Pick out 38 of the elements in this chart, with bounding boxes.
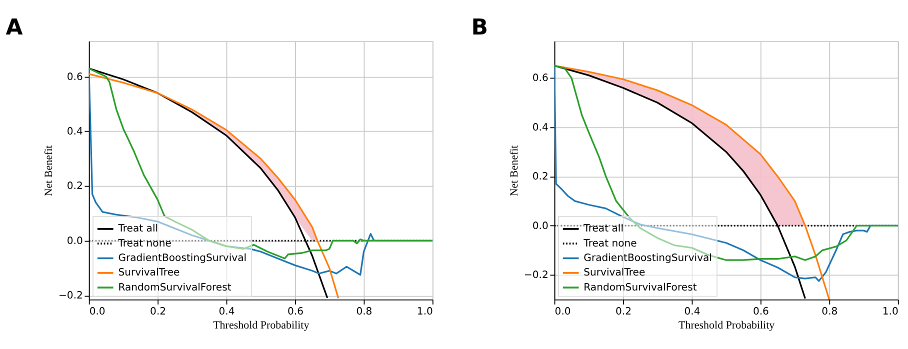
x-tick-label: 0.0	[89, 306, 106, 318]
x-axis-title: Threshold Probability	[678, 319, 776, 332]
x-tick-label: 0.4	[684, 306, 700, 318]
y-tick-label: 0.4	[66, 126, 83, 138]
legend-label: Treat none	[582, 238, 637, 250]
legend-label: SurvivalTree	[584, 268, 646, 279]
x-tick-label: 0.8	[356, 306, 372, 318]
legend-label: Treat all	[117, 224, 158, 235]
y-axis-title: Net Benefit	[508, 145, 520, 196]
y-tick-label: −0.2	[58, 290, 83, 302]
x-tick-label: 1.0	[882, 306, 898, 318]
x-tick-label: 1.0	[416, 306, 433, 318]
legend-label: RandomSurvivalForest	[118, 282, 232, 294]
legend-label: GradientBoostingSurvival	[584, 253, 712, 264]
x-tick-label: 0.2	[150, 306, 166, 318]
legend-label: RandomSurvivalForest	[584, 282, 697, 294]
x-tick-label: 0.2	[616, 306, 632, 318]
y-axis-title: Net Benefit	[43, 145, 56, 196]
x-axis-title: Threshold Probability	[213, 319, 310, 332]
chart-title: B	[471, 16, 488, 41]
y-tick-label: 0.6	[66, 72, 83, 83]
y-tick-label: 0.2	[532, 172, 548, 183]
x-tick-label: 0.6	[287, 306, 304, 318]
legend-label: Treat all	[582, 224, 624, 235]
legend-label: Treat none	[117, 238, 172, 250]
x-tick-label: 0.8	[822, 306, 838, 318]
y-tick-label: 0.4	[532, 122, 548, 134]
x-tick-label: 0.0	[554, 306, 571, 318]
chart-title: A	[6, 16, 23, 41]
legend-label: GradientBoostingSurvival	[118, 253, 247, 264]
y-tick-label: 0.2	[66, 181, 83, 192]
legend-label: SurvivalTree	[118, 268, 180, 279]
x-tick-label: 0.4	[218, 306, 235, 318]
y-tick-label: 0.6	[532, 73, 548, 84]
y-tick-label: −0.2	[524, 270, 548, 282]
y-tick-label: 0.0	[66, 236, 83, 247]
x-tick-label: 0.6	[752, 306, 769, 318]
y-tick-label: 0.0	[532, 220, 548, 232]
